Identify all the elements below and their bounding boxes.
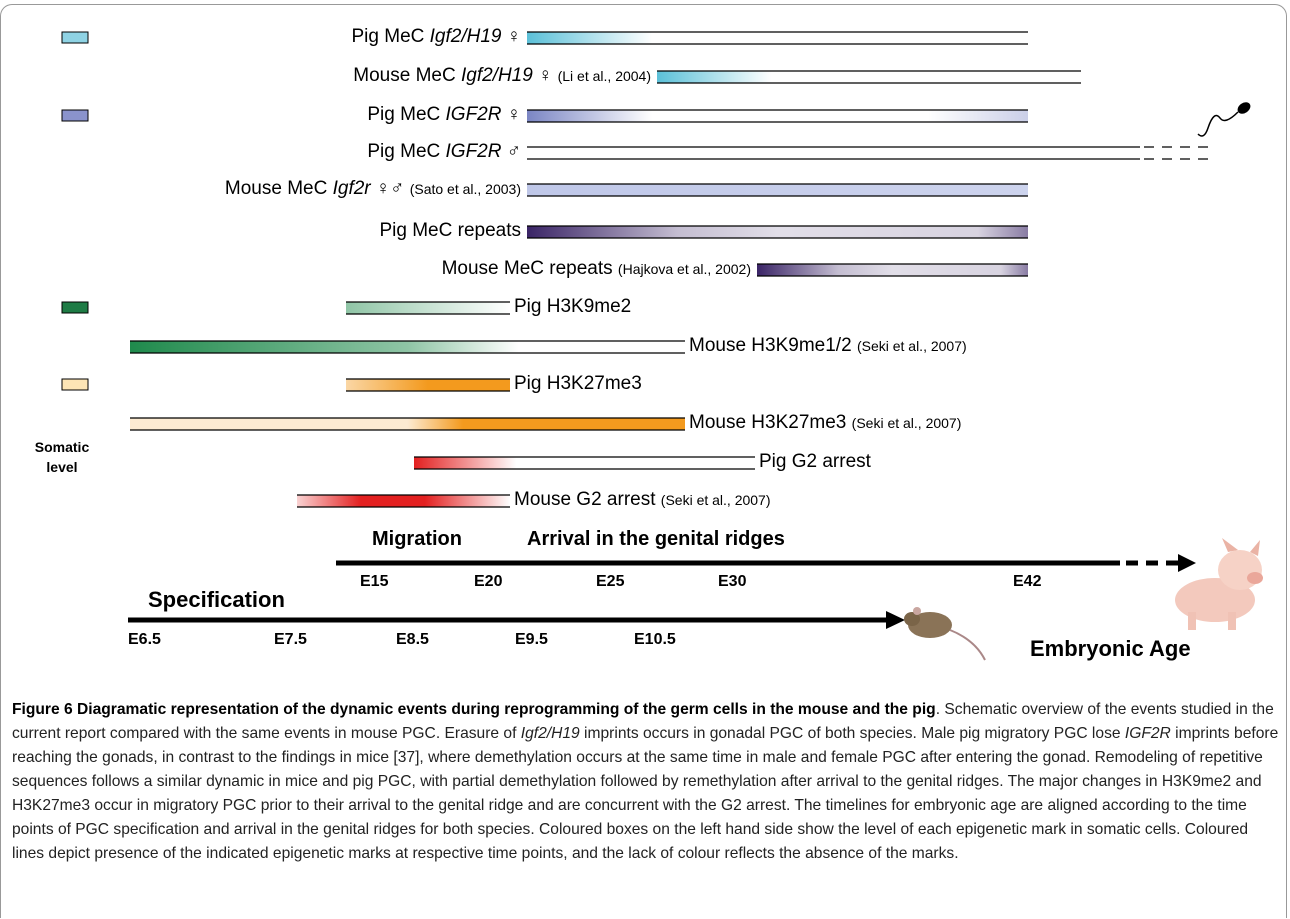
tick-label: E42 xyxy=(1013,573,1042,590)
timeline-bar xyxy=(130,418,685,430)
citation: (Sato et al., 2003) xyxy=(409,181,521,197)
sex-symbol: ♀♂ xyxy=(375,178,405,199)
mouse-icon xyxy=(904,607,986,661)
legend-box xyxy=(61,31,89,44)
row-label-text: Pig MeC xyxy=(367,104,441,125)
timeline-bar xyxy=(657,71,1081,83)
timeline-bar xyxy=(346,302,510,314)
sex-symbol: ♂ xyxy=(506,141,521,162)
row-label: Pig H3K9me2 xyxy=(514,296,631,318)
caption-label: Figure 6 xyxy=(12,701,73,718)
timeline-bar xyxy=(527,32,1028,44)
tick-label: E8.5 xyxy=(396,631,429,648)
row-label-text: Mouse G2 arrest xyxy=(514,489,656,510)
tick-label: E7.5 xyxy=(274,631,307,648)
timeline-bar xyxy=(130,341,685,353)
row-label-text: Pig G2 arrest xyxy=(759,451,871,472)
row-label-text: Pig H3K27me3 xyxy=(514,373,642,394)
row-label: Pig MeC Igf2/H19 ♀ xyxy=(352,26,522,48)
row-label-text: Mouse MeC xyxy=(224,178,328,199)
timeline-bar xyxy=(527,184,1028,196)
caption-text: . Schematic overview of the events studi… xyxy=(12,701,1274,742)
tick-label: E25 xyxy=(596,573,625,590)
arrowhead xyxy=(886,611,905,629)
gene-name: IGF2R xyxy=(445,104,502,125)
row-label-text: Mouse H3K27me3 xyxy=(689,412,847,433)
legend-title-line: level xyxy=(46,459,78,475)
gene-name: Igf2/H19 xyxy=(429,26,502,47)
sex-symbol: ♀ xyxy=(506,104,521,125)
citation: (Seki et al., 2007) xyxy=(856,338,967,354)
row-label-text: Mouse H3K9me1/2 xyxy=(689,335,852,356)
timeline-bar xyxy=(346,379,510,391)
citation: (Seki et al., 2007) xyxy=(851,415,962,431)
row-label-text: Pig MeC repeats xyxy=(379,220,521,241)
caption-text: IGF2R xyxy=(1124,725,1171,742)
timeline-bar xyxy=(414,457,755,469)
sex-symbol: ♀ xyxy=(506,26,521,47)
row-label: Mouse H3K27me3 (Seki et al., 2007) xyxy=(689,412,961,434)
caption: Figure 6 Diagramatic representation of t… xyxy=(12,698,1282,866)
row-label-text: Mouse MeC xyxy=(353,65,456,86)
legend-box xyxy=(61,378,89,391)
tick-label: E30 xyxy=(718,573,747,590)
gene-name: Igf2/H19 xyxy=(460,65,533,86)
phase-label: Arrival in the genital ridges xyxy=(527,528,785,550)
frame xyxy=(0,4,1287,918)
arrowhead xyxy=(1178,554,1196,572)
timeline-bar xyxy=(297,495,510,507)
legend-box xyxy=(61,109,89,122)
citation: (Seki et al., 2007) xyxy=(660,492,771,508)
timeline-bar xyxy=(527,110,1028,122)
row-label-text: Mouse MeC repeats xyxy=(441,258,613,279)
citation: (Hajkova et al., 2002) xyxy=(617,261,751,277)
row-label: Mouse H3K9me1/2 (Seki et al., 2007) xyxy=(689,335,967,357)
row-label-text: Pig H3K9me2 xyxy=(514,296,632,317)
row-label: Mouse G2 arrest (Seki et al., 2007) xyxy=(514,489,771,511)
tick-label: E10.5 xyxy=(634,631,676,648)
timeline-bar xyxy=(527,226,1028,238)
caption-text: imprints occurs in gonadal PGC of both s… xyxy=(579,725,1125,742)
tick-label: E15 xyxy=(360,573,389,590)
row-label: Mouse MeC Igf2/H19 ♀ (Li et al., 2004) xyxy=(353,65,651,87)
legend-title-line: Somatic xyxy=(34,439,90,455)
legend-box xyxy=(61,301,89,314)
row-label-text: Pig MeC xyxy=(351,26,425,47)
row-label: Pig MeC repeats xyxy=(379,220,521,242)
timeline-bar xyxy=(527,147,1140,159)
row-label: Pig MeC IGF2R ♂ xyxy=(367,141,521,163)
caption-text: Igf2/H19 xyxy=(520,725,580,742)
row-label: Mouse MeC Igf2r ♀♂ (Sato et al., 2003) xyxy=(225,178,521,200)
row-label: Pig G2 arrest xyxy=(759,451,871,473)
phase-label: Migration xyxy=(372,528,462,550)
row-label: Mouse MeC repeats (Hajkova et al., 2002) xyxy=(442,258,751,280)
phase-label: Specification xyxy=(148,587,285,612)
row-label: Pig H3K27me3 xyxy=(514,373,642,395)
timeline-bar xyxy=(757,264,1028,276)
tick-label: E6.5 xyxy=(128,631,161,648)
row-label-text: Pig MeC xyxy=(367,141,441,162)
legend-title: Somatic level xyxy=(24,437,100,477)
sex-symbol: ♀ xyxy=(538,65,553,86)
caption-title: Diagramatic representation of the dynami… xyxy=(77,701,936,718)
caption-text: imprints before reaching the gonads, in … xyxy=(12,725,1279,862)
pig-icon xyxy=(1175,538,1263,630)
gene-name: IGF2R xyxy=(445,141,502,162)
gene-name: Igf2r xyxy=(332,178,371,199)
diagram xyxy=(61,31,1263,661)
row-label: Pig MeC IGF2R ♀ xyxy=(367,104,521,126)
tick-label: E20 xyxy=(474,573,503,590)
axis-label: Embryonic Age xyxy=(1030,636,1191,661)
tick-label: E9.5 xyxy=(515,631,548,648)
sperm-icon xyxy=(1197,102,1251,137)
citation: (Li et al., 2004) xyxy=(557,68,651,84)
